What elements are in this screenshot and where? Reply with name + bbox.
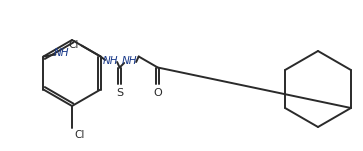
Text: NH: NH	[121, 56, 137, 66]
Text: NH: NH	[102, 56, 118, 66]
Text: S: S	[116, 88, 123, 98]
Text: NH: NH	[54, 48, 69, 58]
Text: Cl: Cl	[74, 130, 84, 140]
Text: O: O	[153, 88, 162, 98]
Text: Cl: Cl	[68, 40, 78, 50]
